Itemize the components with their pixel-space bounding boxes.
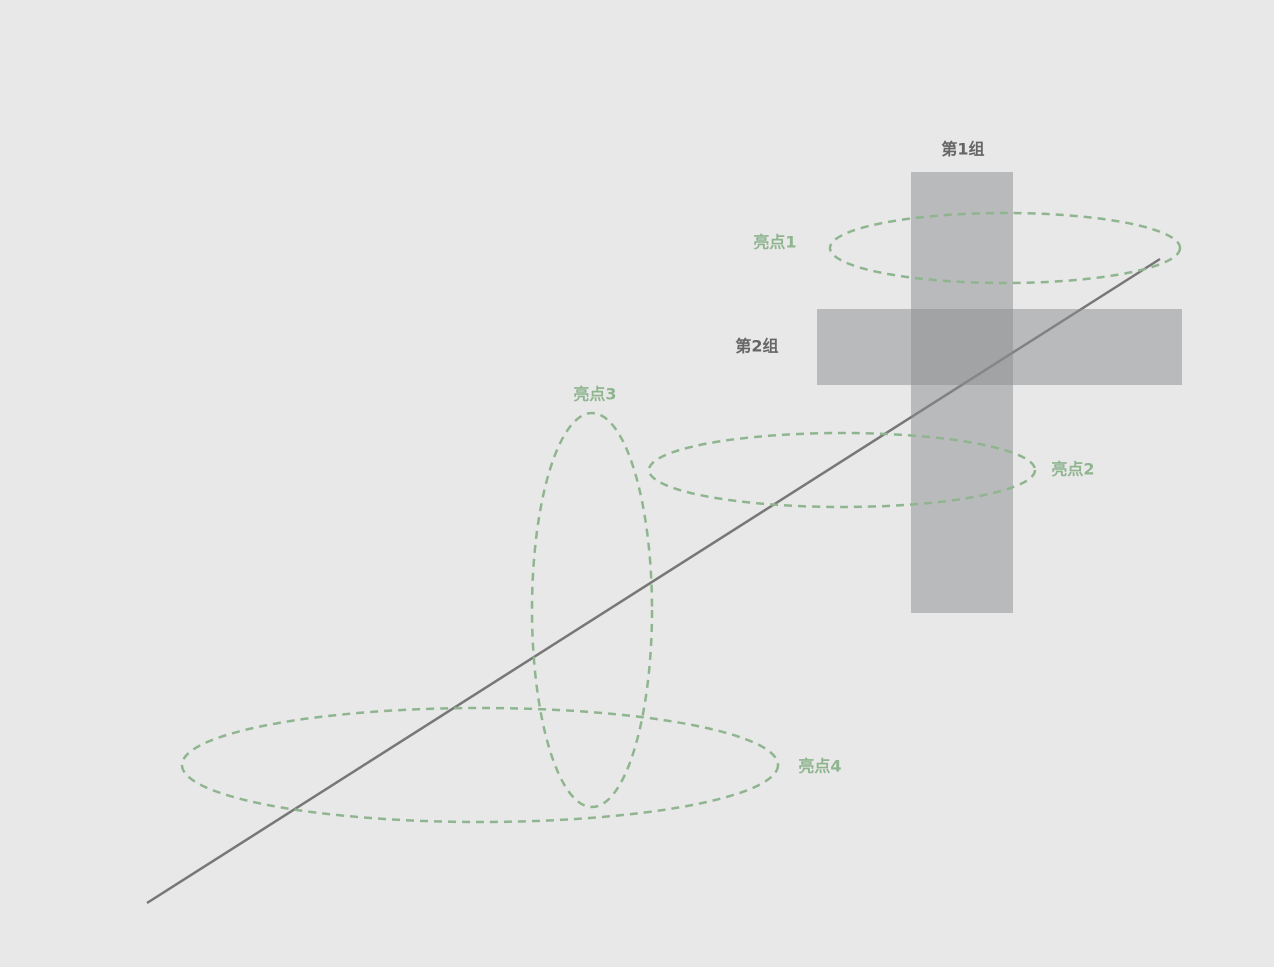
highlight-3	[530, 411, 654, 809]
highlight-4	[180, 706, 780, 824]
highlight-2	[647, 431, 1037, 509]
annotation: 第1组	[941, 140, 984, 159]
annotation: 亮点4	[798, 757, 841, 776]
annotation: 亮点1	[753, 233, 796, 252]
annotation: 第2组	[735, 337, 778, 356]
highlight-1	[828, 211, 1182, 285]
annotation: 亮点2	[1051, 460, 1094, 479]
group-1-region	[911, 172, 1013, 613]
annotation: 亮点3	[573, 385, 616, 404]
group-2-region	[817, 309, 1182, 385]
